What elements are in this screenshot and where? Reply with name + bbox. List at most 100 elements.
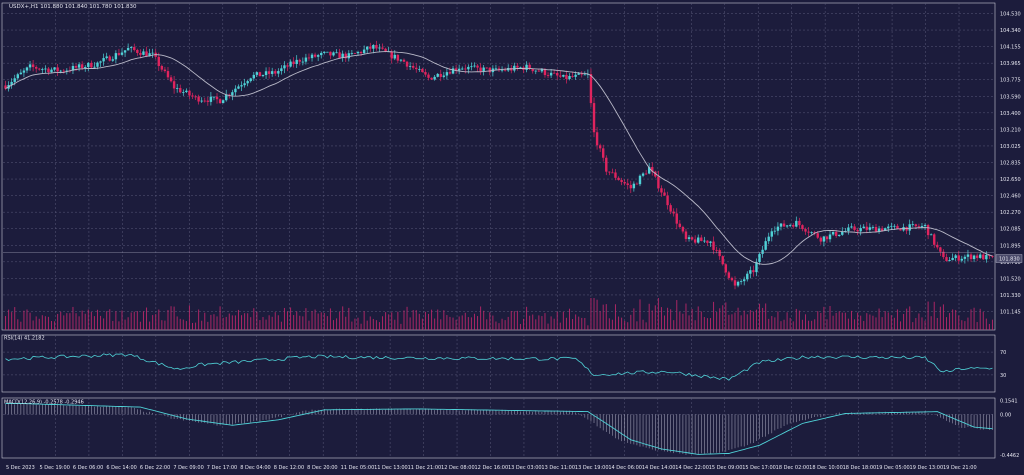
candle-body bbox=[623, 181, 626, 184]
candle-body bbox=[592, 103, 596, 133]
y-tick-label: 103.025 bbox=[1000, 144, 1021, 150]
candle-body bbox=[157, 56, 160, 66]
volume-bar bbox=[198, 309, 200, 330]
volume-bar bbox=[553, 318, 555, 330]
volume-bar bbox=[191, 322, 193, 330]
candle-body bbox=[779, 223, 783, 227]
volume-bar bbox=[424, 311, 426, 330]
volume-bar bbox=[47, 316, 49, 330]
volume-bar bbox=[872, 315, 874, 330]
volume-bar bbox=[676, 300, 678, 330]
x-tick-label: 11 Dec 05:00 bbox=[341, 465, 375, 471]
candle-body bbox=[896, 225, 899, 229]
volume-bar bbox=[237, 309, 239, 330]
volume-bar bbox=[421, 318, 423, 330]
volume-bar bbox=[749, 310, 751, 330]
volume-bar bbox=[234, 315, 236, 330]
candle-body bbox=[329, 51, 332, 56]
volume-bar bbox=[590, 298, 592, 330]
candle-body bbox=[497, 68, 501, 71]
ma-line bbox=[5, 51, 993, 265]
volume-bar bbox=[798, 310, 800, 330]
y-tick-label: 102.270 bbox=[1000, 210, 1021, 216]
candle-body bbox=[467, 66, 470, 70]
volume-bar bbox=[759, 303, 761, 330]
candle-body bbox=[540, 69, 544, 72]
x-tick-label: 15 Dec 17:00 bbox=[742, 465, 776, 471]
grid bbox=[1, 2, 996, 459]
candle-body bbox=[727, 272, 731, 278]
volume-bar bbox=[69, 313, 71, 330]
volume-bar bbox=[225, 316, 227, 330]
volume-bar bbox=[614, 304, 616, 330]
candle-body bbox=[963, 256, 967, 259]
candle-body bbox=[34, 66, 38, 69]
volume-bar bbox=[96, 309, 98, 330]
volume-bar bbox=[20, 321, 22, 330]
candle-body bbox=[528, 64, 531, 70]
candle-body bbox=[595, 132, 599, 146]
volume-bar bbox=[507, 316, 509, 330]
volume-bar bbox=[694, 320, 696, 330]
candle-body bbox=[828, 234, 832, 240]
volume-bar bbox=[829, 306, 831, 330]
candle-body bbox=[923, 225, 927, 227]
volume-bar bbox=[458, 316, 460, 330]
x-tick-label: 13 Dec 11:00 bbox=[541, 465, 575, 471]
candle-body bbox=[384, 48, 387, 52]
volume-bar bbox=[584, 317, 586, 330]
candle-body bbox=[99, 61, 102, 63]
candle-body bbox=[988, 254, 991, 256]
volume-bar bbox=[127, 317, 129, 330]
volume-bar bbox=[41, 315, 43, 330]
candle-body bbox=[218, 99, 222, 104]
candle-body bbox=[749, 270, 752, 274]
volume-bar bbox=[949, 313, 951, 330]
volume-bar bbox=[866, 313, 868, 330]
candle-body bbox=[427, 74, 430, 78]
candle-body bbox=[675, 213, 678, 224]
candle-body bbox=[580, 73, 583, 75]
volume-bar bbox=[765, 303, 767, 330]
volume-bar bbox=[893, 317, 895, 330]
volume-bar bbox=[958, 315, 960, 330]
volume-bar bbox=[633, 308, 635, 330]
candle-body bbox=[185, 90, 188, 92]
candle-body bbox=[430, 77, 433, 80]
candle-body bbox=[684, 231, 688, 239]
candle-body bbox=[445, 72, 449, 76]
candle-body bbox=[249, 78, 252, 82]
candle-body bbox=[197, 96, 200, 102]
volume-bar bbox=[437, 309, 439, 330]
volume-bar bbox=[581, 317, 583, 330]
volume-bar bbox=[103, 318, 105, 330]
candle-body bbox=[746, 273, 749, 280]
candle-body bbox=[16, 74, 19, 79]
candle-body bbox=[338, 52, 341, 58]
volume-bar bbox=[792, 321, 794, 330]
volume-bar bbox=[559, 322, 561, 330]
volume-bar bbox=[847, 318, 849, 330]
candle-body bbox=[883, 228, 887, 231]
candle-body bbox=[804, 229, 807, 232]
volume-bar bbox=[280, 321, 282, 330]
candle-body bbox=[375, 45, 378, 49]
candle-body bbox=[782, 223, 786, 227]
volume-bar bbox=[213, 314, 215, 330]
candle-body bbox=[353, 53, 357, 55]
candle-body bbox=[19, 72, 23, 75]
volume-bar bbox=[142, 311, 144, 330]
volume-bar bbox=[697, 306, 699, 330]
candle-body bbox=[718, 250, 721, 257]
candle-body bbox=[194, 96, 197, 98]
volume-bar bbox=[884, 311, 886, 330]
candle-body bbox=[482, 67, 485, 72]
candle-body bbox=[71, 66, 75, 71]
candle-body bbox=[877, 228, 881, 232]
volume-bar bbox=[124, 319, 126, 330]
candle-body bbox=[908, 224, 911, 231]
volume-bar bbox=[210, 314, 212, 330]
candle-body bbox=[38, 68, 41, 70]
candle-body bbox=[785, 225, 789, 227]
